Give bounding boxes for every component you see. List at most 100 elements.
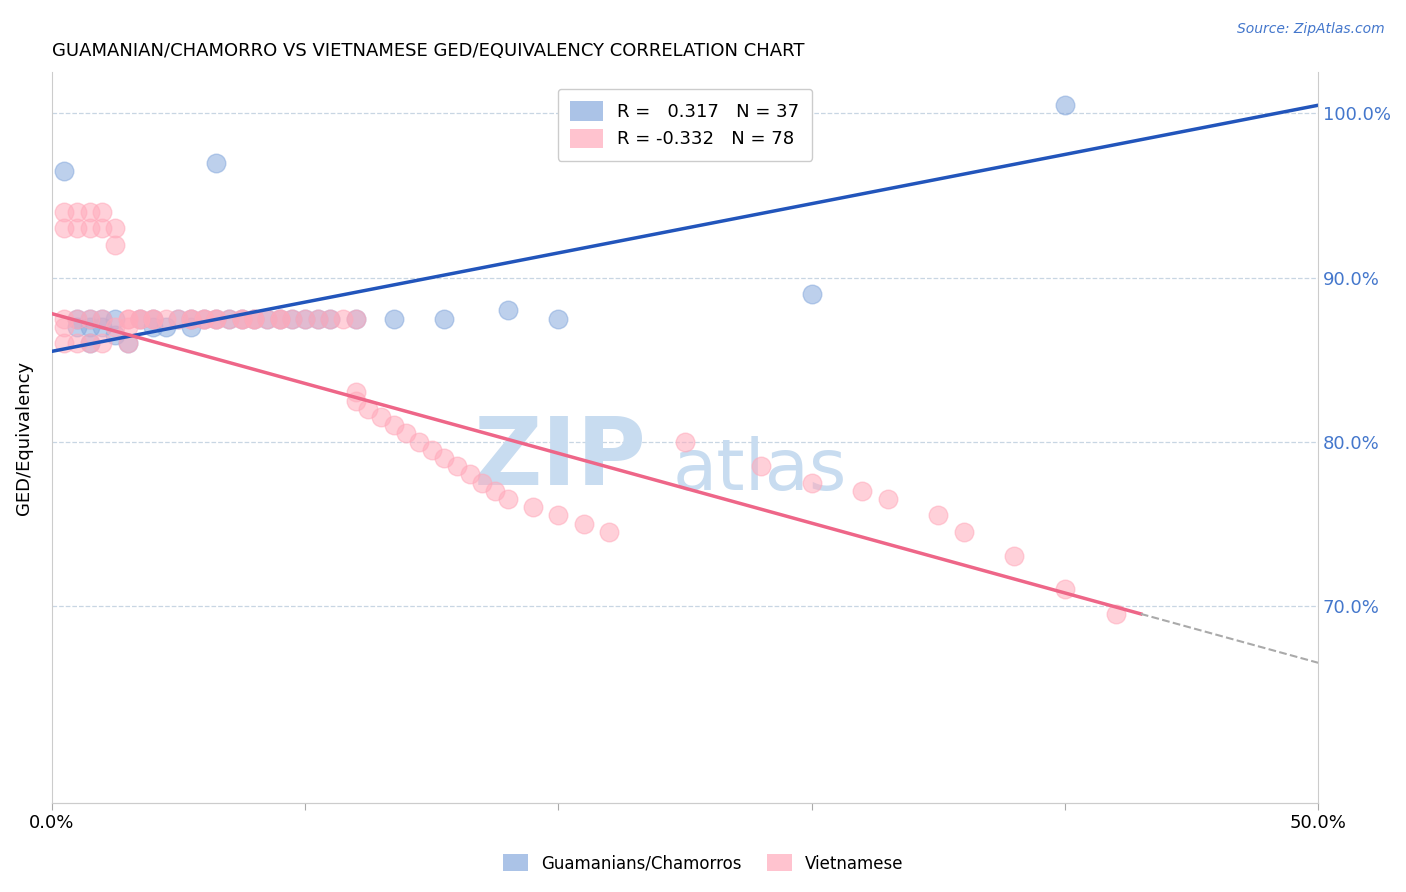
Point xyxy=(104,319,127,334)
Point xyxy=(927,508,949,523)
Legend: Guamanians/Chamorros, Vietnamese: Guamanians/Chamorros, Vietnamese xyxy=(496,847,910,880)
Point xyxy=(53,319,76,334)
Point xyxy=(142,311,165,326)
Point xyxy=(142,311,165,326)
Text: ZIP: ZIP xyxy=(474,413,647,506)
Point xyxy=(484,483,506,498)
Point xyxy=(129,311,152,326)
Point xyxy=(91,319,114,334)
Point xyxy=(1104,607,1126,621)
Point xyxy=(382,418,405,433)
Point xyxy=(66,336,89,351)
Point xyxy=(307,311,329,326)
Point xyxy=(269,311,291,326)
Point xyxy=(205,311,228,326)
Point xyxy=(180,311,202,326)
Point xyxy=(572,516,595,531)
Point xyxy=(79,336,101,351)
Point xyxy=(79,311,101,326)
Point xyxy=(104,311,127,326)
Point xyxy=(91,205,114,219)
Point xyxy=(243,311,266,326)
Point xyxy=(522,500,544,515)
Point xyxy=(142,311,165,326)
Point xyxy=(332,311,354,326)
Point xyxy=(319,311,342,326)
Point xyxy=(598,524,620,539)
Y-axis label: GED/Equivalency: GED/Equivalency xyxy=(15,360,32,515)
Point xyxy=(1053,98,1076,112)
Point xyxy=(104,221,127,235)
Point xyxy=(256,311,278,326)
Point xyxy=(205,155,228,169)
Point xyxy=(420,442,443,457)
Point xyxy=(357,401,380,416)
Point xyxy=(851,483,873,498)
Point xyxy=(1002,549,1025,564)
Point xyxy=(673,434,696,449)
Point xyxy=(66,319,89,334)
Point xyxy=(167,311,190,326)
Point xyxy=(446,459,468,474)
Point xyxy=(281,311,304,326)
Point xyxy=(496,491,519,506)
Point xyxy=(458,467,481,482)
Point xyxy=(408,434,430,449)
Point xyxy=(79,205,101,219)
Point xyxy=(66,205,89,219)
Point xyxy=(155,311,177,326)
Text: Source: ZipAtlas.com: Source: ZipAtlas.com xyxy=(1237,22,1385,37)
Point xyxy=(344,385,367,400)
Point xyxy=(53,311,76,326)
Point xyxy=(104,328,127,343)
Point xyxy=(256,311,278,326)
Point xyxy=(269,311,291,326)
Point xyxy=(344,393,367,408)
Point xyxy=(471,475,494,490)
Point xyxy=(129,311,152,326)
Point xyxy=(800,287,823,301)
Point xyxy=(117,336,139,351)
Point xyxy=(205,311,228,326)
Point xyxy=(344,311,367,326)
Point xyxy=(91,336,114,351)
Point xyxy=(129,311,152,326)
Point xyxy=(800,475,823,490)
Point xyxy=(180,319,202,334)
Point xyxy=(66,311,89,326)
Point xyxy=(370,409,392,424)
Point xyxy=(180,311,202,326)
Point xyxy=(66,311,89,326)
Point xyxy=(496,303,519,318)
Point xyxy=(167,311,190,326)
Point xyxy=(231,311,253,326)
Point xyxy=(180,311,202,326)
Point xyxy=(1053,582,1076,597)
Text: atlas: atlas xyxy=(672,436,846,505)
Point xyxy=(193,311,215,326)
Point xyxy=(243,311,266,326)
Point xyxy=(79,311,101,326)
Point xyxy=(117,311,139,326)
Point xyxy=(91,311,114,326)
Point xyxy=(53,205,76,219)
Point xyxy=(307,311,329,326)
Point xyxy=(205,311,228,326)
Point xyxy=(294,311,316,326)
Point xyxy=(79,221,101,235)
Point xyxy=(218,311,240,326)
Point xyxy=(155,319,177,334)
Point xyxy=(433,311,456,326)
Point xyxy=(294,311,316,326)
Point xyxy=(876,491,898,506)
Point xyxy=(395,426,418,441)
Legend: R =   0.317   N = 37, R = -0.332   N = 78: R = 0.317 N = 37, R = -0.332 N = 78 xyxy=(558,89,813,161)
Point xyxy=(952,524,974,539)
Point xyxy=(91,221,114,235)
Point xyxy=(547,311,569,326)
Point xyxy=(66,221,89,235)
Point xyxy=(104,237,127,252)
Point xyxy=(53,336,76,351)
Point xyxy=(344,311,367,326)
Point xyxy=(193,311,215,326)
